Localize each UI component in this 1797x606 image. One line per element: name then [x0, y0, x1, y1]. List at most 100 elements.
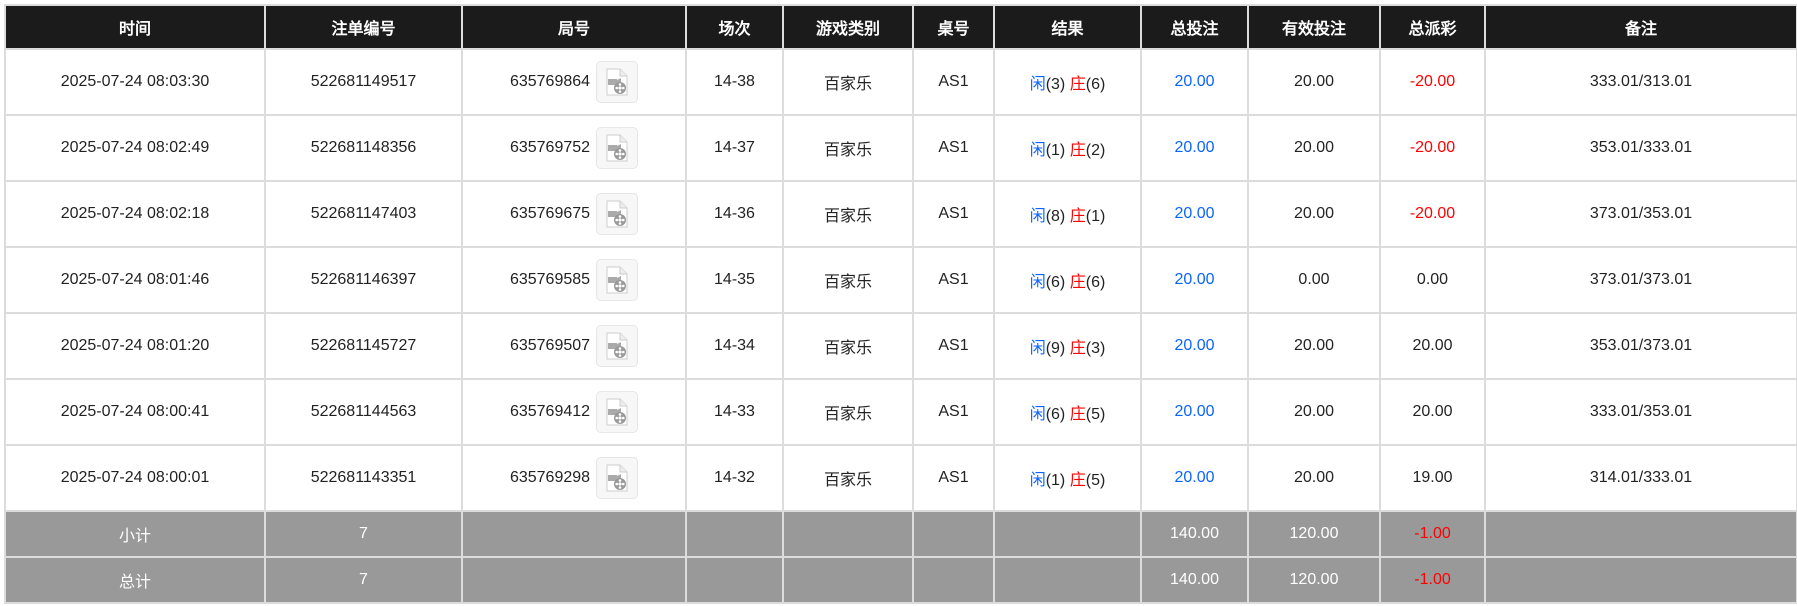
column-header-valid-bet[interactable]: 有效投注: [1247, 4, 1381, 50]
empty-cell: [912, 510, 995, 558]
time-cell: 2025-07-24 08:01:20: [4, 312, 266, 380]
table-no-cell: AS1: [912, 246, 995, 314]
valid-bet-cell: 0.00: [1247, 246, 1381, 314]
note-cell: 353.01/333.01: [1484, 114, 1797, 182]
video-replay-button[interactable]: [596, 193, 639, 235]
empty-cell: [993, 556, 1142, 604]
game-type-cell: 百家乐: [782, 444, 914, 512]
video-replay-button[interactable]: [596, 61, 639, 103]
note-cell: 314.01/333.01: [1484, 444, 1797, 512]
round-cell: 635769864: [461, 48, 687, 116]
note-cell: 333.01/313.01: [1484, 48, 1797, 116]
banker-points: (5): [1085, 472, 1106, 489]
video-replay-button[interactable]: [596, 391, 639, 433]
banker-points: (3): [1085, 340, 1106, 357]
empty-cell: [461, 556, 687, 604]
video-replay-button[interactable]: [596, 457, 639, 499]
payout-cell: -20.00: [1379, 48, 1486, 116]
player-label: 闲: [1029, 340, 1046, 357]
session-cell: 14-33: [685, 378, 784, 446]
session-cell: 14-34: [685, 312, 784, 380]
summary-row: 总计 7 140.00 120.00 -1.00: [4, 556, 1797, 604]
game-type-cell: 百家乐: [782, 114, 914, 182]
column-header-bet-id[interactable]: 注单编号: [264, 4, 463, 50]
video-replay-button[interactable]: [596, 127, 639, 169]
bet-records-table: 时间 注单编号 局号 场次 游戏类别 桌号 结果 总投注 有效投注 总派彩 备注 2025-07-2…: [4, 4, 1797, 604]
empty-cell: [1484, 510, 1797, 558]
payout-cell: -20.00: [1379, 180, 1486, 248]
result-cell: 闲(1) 庄(2): [993, 114, 1142, 182]
summary-payout: -1.00: [1379, 510, 1486, 558]
empty-cell: [993, 510, 1142, 558]
payout-cell: 20.00: [1379, 312, 1486, 380]
result-cell: 闲(6) 庄(6): [993, 246, 1142, 314]
bet-id-cell: 522681144563: [264, 378, 463, 446]
valid-bet-cell: 20.00: [1247, 114, 1381, 182]
banker-points: (6): [1085, 274, 1106, 291]
column-header-payout[interactable]: 总派彩: [1379, 4, 1486, 50]
banker-points: (1): [1085, 208, 1106, 225]
bet-id-cell: 522681147403: [264, 180, 463, 248]
table-row: 2025-07-24 08:03:30 522681149517 6357698…: [4, 48, 1797, 116]
bet-id-cell: 522681143351: [264, 444, 463, 512]
video-replay-button[interactable]: [596, 325, 639, 367]
session-cell: 14-38: [685, 48, 784, 116]
player-label: 闲: [1029, 274, 1046, 291]
session-cell: 14-35: [685, 246, 784, 314]
round-cell: 635769298: [461, 444, 687, 512]
player-points: (8): [1045, 208, 1066, 225]
payout-cell: 0.00: [1379, 246, 1486, 314]
video-replay-button[interactable]: [596, 259, 639, 301]
banker-points: (5): [1085, 406, 1106, 423]
table-row: 2025-07-24 08:02:18 522681147403 6357696…: [4, 180, 1797, 248]
player-points: (6): [1045, 274, 1066, 291]
summary-row: 小计 7 140.00 120.00 -1.00: [4, 510, 1797, 558]
summary-valid-bet: 120.00: [1247, 510, 1381, 558]
player-points: (3): [1045, 76, 1066, 93]
banker-label: 庄: [1069, 406, 1086, 423]
round-cell: 635769412: [461, 378, 687, 446]
time-cell: 2025-07-24 08:03:30: [4, 48, 266, 116]
payout-cell: -20.00: [1379, 114, 1486, 182]
empty-cell: [1484, 556, 1797, 604]
valid-bet-cell: 20.00: [1247, 378, 1381, 446]
result-cell: 闲(3) 庄(6): [993, 48, 1142, 116]
table-row: 2025-07-24 08:00:01 522681143351 6357692…: [4, 444, 1797, 512]
time-cell: 2025-07-24 08:02:49: [4, 114, 266, 182]
summary-total-bet: 140.00: [1140, 556, 1249, 604]
valid-bet-cell: 20.00: [1247, 444, 1381, 512]
column-header-game-type[interactable]: 游戏类别: [782, 4, 914, 50]
banker-label: 庄: [1069, 274, 1086, 291]
column-header-round[interactable]: 局号: [461, 4, 687, 50]
empty-cell: [461, 510, 687, 558]
summary-count: 7: [264, 510, 463, 558]
total-bet-cell: 20.00: [1140, 114, 1249, 182]
column-header-note[interactable]: 备注: [1484, 4, 1797, 50]
player-label: 闲: [1029, 208, 1046, 225]
column-header-table-no[interactable]: 桌号: [912, 4, 995, 50]
summary-valid-bet: 120.00: [1247, 556, 1381, 604]
column-header-total-bet[interactable]: 总投注: [1140, 4, 1249, 50]
banker-label: 庄: [1069, 208, 1086, 225]
round-number: 635769298: [509, 469, 591, 487]
time-cell: 2025-07-24 08:02:18: [4, 180, 266, 248]
table-row: 2025-07-24 08:01:20 522681145727 6357695…: [4, 312, 1797, 380]
bet-id-cell: 522681146397: [264, 246, 463, 314]
game-type-cell: 百家乐: [782, 312, 914, 380]
player-label: 闲: [1029, 406, 1046, 423]
column-header-session[interactable]: 场次: [685, 4, 784, 50]
column-header-result[interactable]: 结果: [993, 4, 1142, 50]
column-header-time[interactable]: 时间: [4, 4, 266, 50]
table-no-cell: AS1: [912, 444, 995, 512]
round-number: 635769864: [509, 73, 591, 91]
summary-label: 总计: [4, 556, 266, 604]
valid-bet-cell: 20.00: [1247, 48, 1381, 116]
game-type-cell: 百家乐: [782, 180, 914, 248]
total-bet-cell: 20.00: [1140, 48, 1249, 116]
summary-count: 7: [264, 556, 463, 604]
table-row: 2025-07-24 08:02:49 522681148356 6357697…: [4, 114, 1797, 182]
player-points: (9): [1045, 340, 1066, 357]
result-cell: 闲(8) 庄(1): [993, 180, 1142, 248]
player-label: 闲: [1029, 472, 1046, 489]
game-type-cell: 百家乐: [782, 246, 914, 314]
